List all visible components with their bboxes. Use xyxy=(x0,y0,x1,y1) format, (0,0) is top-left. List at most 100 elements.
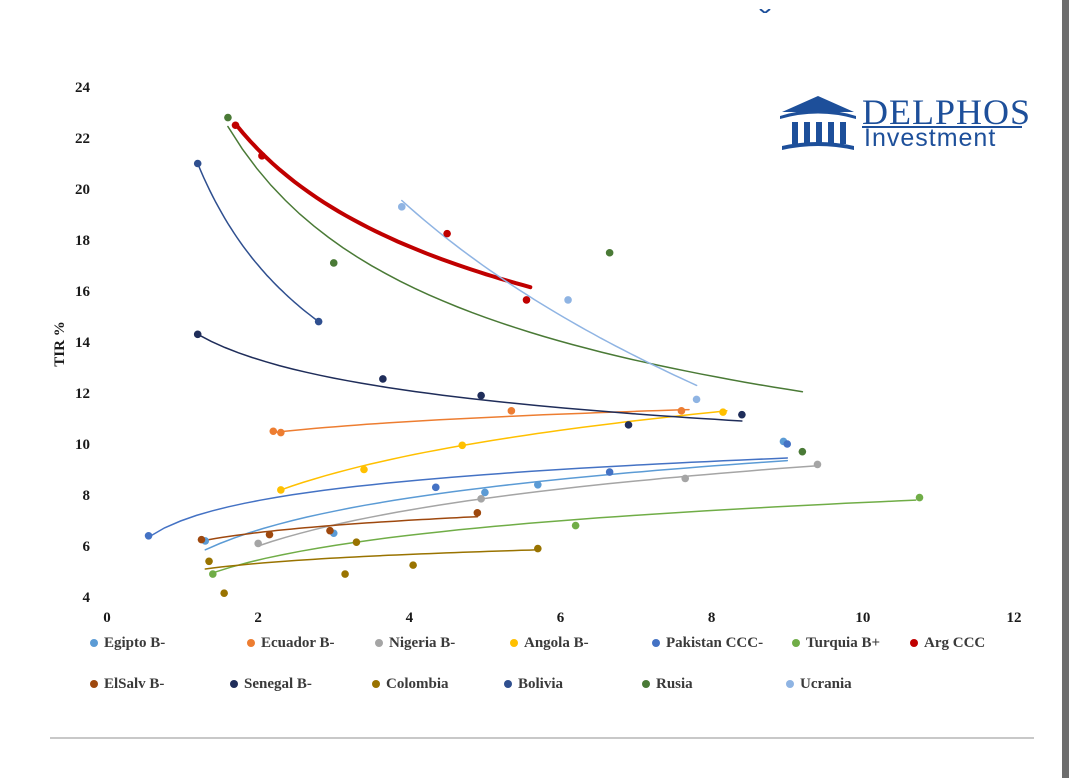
data-point xyxy=(681,474,690,483)
data-point xyxy=(477,495,485,503)
data-point xyxy=(507,407,516,415)
logo-underline xyxy=(862,126,1022,128)
data-point xyxy=(269,427,278,436)
data-point xyxy=(329,259,338,267)
legend-marker-icon xyxy=(642,680,650,688)
y-tick-label: 12 xyxy=(75,386,90,402)
data-point xyxy=(224,113,232,122)
legend-item: ElSalv B- xyxy=(90,673,164,695)
data-point xyxy=(458,441,467,450)
data-point xyxy=(360,465,368,474)
legend-marker-icon xyxy=(910,639,918,647)
trendline xyxy=(200,515,479,542)
legend-marker-icon xyxy=(372,680,380,688)
trendline xyxy=(280,410,728,491)
trendlines xyxy=(147,122,917,574)
legend-item: Bolivia xyxy=(504,673,563,695)
data-point xyxy=(605,468,614,476)
data-point xyxy=(193,159,202,168)
x-tick-label: 4 xyxy=(406,610,414,626)
legend-label: Turquia B+ xyxy=(806,634,881,651)
y-tick-label: 16 xyxy=(75,284,91,300)
legend-label: Egipto B- xyxy=(104,634,166,651)
logo-wordmark: DELPHOS xyxy=(862,92,1032,132)
data-point xyxy=(277,486,285,494)
data-point xyxy=(220,589,228,597)
data-point xyxy=(277,428,285,437)
legend-label: Rusia xyxy=(656,675,693,692)
data-point xyxy=(534,481,542,489)
y-tick-label: 18 xyxy=(75,233,90,249)
data-points xyxy=(144,113,924,597)
data-point xyxy=(431,483,440,492)
data-point xyxy=(481,488,489,497)
legend-marker-icon xyxy=(786,680,794,688)
legend-item: Colombia xyxy=(372,673,449,695)
data-point xyxy=(564,296,572,304)
data-point xyxy=(197,535,206,544)
y-tick-label: 6 xyxy=(83,539,91,555)
data-point xyxy=(193,330,202,339)
y-axis-title: TIR % xyxy=(52,321,68,366)
data-point xyxy=(473,509,482,517)
legend-marker-icon xyxy=(90,680,98,688)
legend-item: Senegal B- xyxy=(230,673,312,695)
legend-marker-icon xyxy=(792,639,800,647)
x-tick-label: 12 xyxy=(1007,610,1022,626)
data-point xyxy=(205,557,213,566)
legend-item: Pakistan CCC- xyxy=(652,632,763,654)
data-point xyxy=(571,521,580,530)
data-point xyxy=(209,570,217,578)
x-tick-label: 8 xyxy=(708,610,716,626)
data-point xyxy=(254,539,262,548)
legend-label: Colombia xyxy=(386,675,449,692)
y-tick-label: 10 xyxy=(75,437,90,453)
legend-marker-icon xyxy=(652,639,660,647)
legend-marker-icon xyxy=(504,680,512,688)
data-point xyxy=(326,526,334,535)
legend-marker-icon xyxy=(230,680,238,688)
legend-item: Ecuador B- xyxy=(247,632,334,654)
trendline xyxy=(147,457,789,538)
trendline xyxy=(204,459,789,551)
legend-label: Ecuador B- xyxy=(261,634,335,651)
y-tick-label: 4 xyxy=(83,590,91,606)
legend-item: Turquia B+ xyxy=(792,632,880,654)
data-point xyxy=(379,375,387,383)
x-tick-label: 10 xyxy=(855,610,870,626)
bottom-divider xyxy=(50,737,1034,739)
chart-legend: Egipto B- Ecuador B- Nigeria B- Angola B- Pa… xyxy=(90,632,1030,702)
slide-edge-border xyxy=(1062,0,1069,778)
data-point xyxy=(624,421,633,429)
temple-icon xyxy=(780,96,856,150)
trendline xyxy=(257,464,819,547)
data-point xyxy=(677,407,686,415)
data-point xyxy=(605,248,614,257)
y-axis-title-group: TIR % xyxy=(52,321,68,366)
data-point xyxy=(719,408,727,416)
trendline xyxy=(196,333,743,422)
x-tick-label: 6 xyxy=(557,610,565,626)
legend-label: Pakistan CCC- xyxy=(666,634,764,651)
data-point xyxy=(534,544,542,553)
data-point xyxy=(144,532,153,540)
legend-label: Angola B- xyxy=(524,634,589,651)
y-tick-label: 8 xyxy=(83,488,91,504)
data-point xyxy=(813,460,822,469)
trendline xyxy=(196,162,320,323)
data-point xyxy=(915,493,924,502)
data-point xyxy=(443,229,451,238)
legend-item: Rusia xyxy=(642,673,693,695)
data-point xyxy=(352,538,361,546)
data-point xyxy=(692,395,701,404)
legend-item: Egipto B- xyxy=(90,632,165,654)
legend-marker-icon xyxy=(247,639,255,647)
data-point xyxy=(409,561,417,569)
data-point xyxy=(522,296,531,304)
legend-label: Ucrania xyxy=(800,675,852,692)
y-tick-label: 22 xyxy=(75,131,90,147)
data-point xyxy=(798,447,807,456)
logo-subtitle: Investment xyxy=(864,124,997,152)
